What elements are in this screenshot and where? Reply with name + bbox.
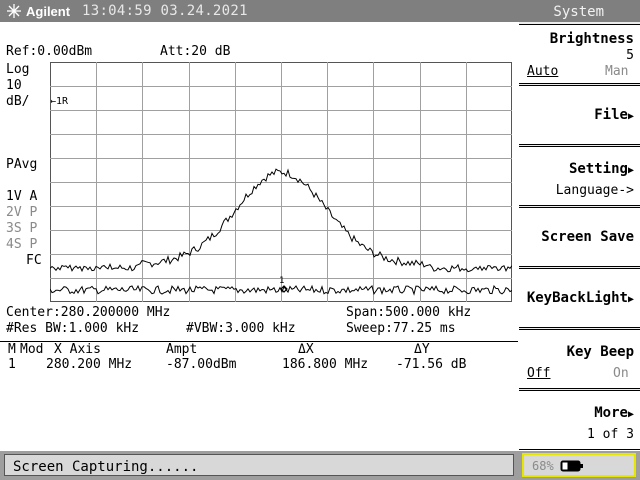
setting-sub: Language-> <box>555 183 634 198</box>
spectrum-screen: Ref:0.00dBm Att:20 dB Log 10 dB/ ←1R PAv… <box>0 22 518 450</box>
scale-unit: dB/ <box>6 94 30 109</box>
file-softkey[interactable]: File▶ <box>519 85 640 145</box>
ref-level: Ref:0.00dBm <box>6 44 93 59</box>
brightness-label: Brightness <box>549 31 634 47</box>
brightness-auto: Auto <box>527 64 559 79</box>
span: Span:500.000 kHz <box>346 305 472 320</box>
setting-label: Setting▶ <box>568 161 634 177</box>
key-backlight-softkey[interactable]: KeyBackLight▶ <box>519 268 640 328</box>
marker-row-delta-x: 186.800 MHz <box>282 357 369 372</box>
marker-header-mod: Mod <box>20 342 44 357</box>
arrow-right-icon: ▶ <box>627 165 634 176</box>
screen-save-softkey[interactable]: Screen Save <box>519 207 640 267</box>
marker-header-xaxis: X Axis <box>54 342 101 357</box>
key-beep-label: Key Beep <box>566 344 634 360</box>
battery-icon <box>560 460 583 472</box>
signal-trace <box>50 168 512 273</box>
marker-header-delta-y: ΔY <box>414 342 430 357</box>
marker-1[interactable]: 1 <box>279 276 288 293</box>
marker-row-ampt: -87.00dBm <box>166 357 237 372</box>
video-bandwidth: #VBW:3.000 kHz <box>186 321 296 336</box>
arrow-right-icon: ▶ <box>627 294 634 305</box>
setting-softkey[interactable]: Setting▶ Language-> <box>519 146 640 206</box>
agilent-spark-icon <box>7 4 21 18</box>
attenuation: Att:20 dB <box>160 44 231 59</box>
fc-indicator: FC <box>26 253 42 268</box>
brightness-value: 5 <box>626 48 634 63</box>
spectrum-graticule: 1 <box>50 62 512 302</box>
key-beep-on: On <box>613 366 629 381</box>
marker-header-m: M <box>8 342 16 357</box>
sweep-time: Sweep:77.25 ms <box>346 321 456 336</box>
brightness-man: Man <box>605 64 629 79</box>
file-label: File▶ <box>594 107 634 123</box>
ref-marker-label: 1R <box>56 96 69 107</box>
center-frequency: Center:280.200000 MHz <box>6 305 171 320</box>
trace-1-label: 1V A <box>6 189 38 204</box>
arrow-right-icon: ▶ <box>627 111 634 122</box>
ref-marker: ←1R <box>50 96 69 107</box>
key-backlight-label: KeyBackLight▶ <box>526 290 634 306</box>
resolution-bandwidth: #Res BW:1.000 kHz <box>6 321 140 336</box>
status-message: Screen Capturing...... <box>13 459 199 475</box>
battery-indicator: 68% <box>522 453 636 477</box>
scale-type: Log <box>6 62 30 77</box>
marker-row-delta-y: -71.56 dB <box>396 357 467 372</box>
agilent-logo: Agilent <box>5 3 70 19</box>
arrow-right-icon: ▶ <box>627 409 634 420</box>
battery-percent: 68% <box>532 459 554 473</box>
trace-2-label: 2V P <box>6 205 38 220</box>
brand-name: Agilent <box>26 3 71 19</box>
status-bar: Screen Capturing...... 68% <box>0 451 640 480</box>
detector: PAvg <box>6 157 38 172</box>
menu-title: System <box>553 4 604 20</box>
key-beep-off: Off <box>527 366 551 381</box>
more-label: More▶ <box>594 405 634 421</box>
scale-value: 10 <box>6 78 22 93</box>
title-bar: Agilent 13:04:59 03.24.2021 System <box>0 0 640 22</box>
marker-table-divider <box>0 341 518 342</box>
trace-4-label: 4S P <box>6 237 38 252</box>
softkey-panel: Brightness 5 Auto Man File▶ Setting▶ Lan… <box>519 22 640 450</box>
status-message-box: Screen Capturing...... <box>4 454 514 476</box>
screen-save-label: Screen Save <box>541 229 634 245</box>
marker-header-ampt: Ampt <box>166 342 198 357</box>
marker-header-delta-x: ΔX <box>298 342 314 357</box>
more-page: 1 of 3 <box>587 427 634 442</box>
marker-label: 1 <box>279 276 284 286</box>
brightness-softkey[interactable]: Brightness 5 Auto Man <box>519 24 640 84</box>
marker-row-number: 1 <box>8 357 16 372</box>
trace-3-label: 3S P <box>6 221 38 236</box>
marker-row-x: 280.200 MHz <box>46 357 133 372</box>
marker-diamond-icon <box>280 285 288 293</box>
clock: 13:04:59 03.24.2021 <box>82 3 248 19</box>
more-softkey[interactable]: More▶ 1 of 3 <box>519 390 640 450</box>
key-beep-softkey[interactable]: Key Beep Off On <box>519 329 640 389</box>
